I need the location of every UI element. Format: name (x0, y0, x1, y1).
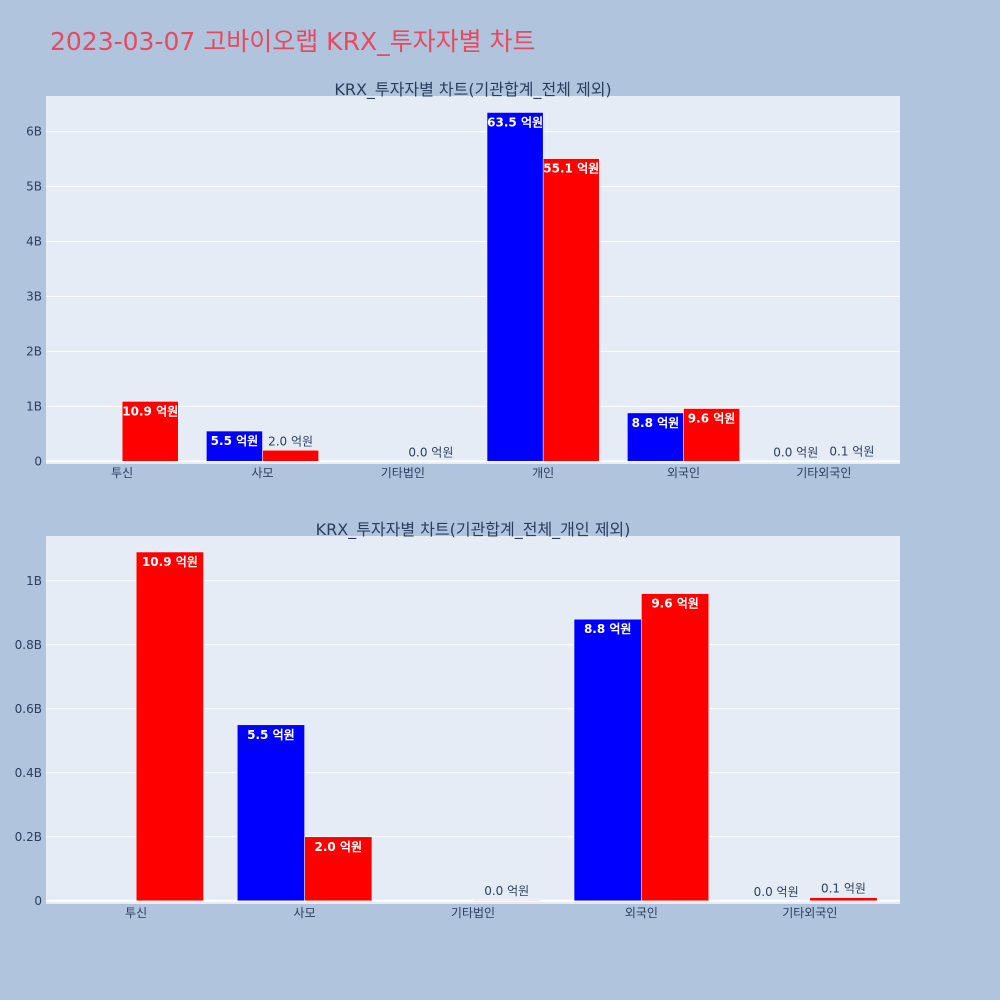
chart1-bar (262, 450, 319, 462)
chart2-data-label: 9.6 억원 (651, 597, 699, 611)
page-title: 2023-03-07 고바이오랩 KRX_투자자별 차트 (50, 27, 536, 56)
chart1-ytick-label: 5B (26, 180, 42, 194)
chart1-xtick-label: 기타법인 (381, 466, 425, 480)
chart2-bar (472, 899, 541, 902)
chart2-xtick-label: 투신 (125, 906, 147, 920)
chart1-data-label: 8.8 억원 (632, 416, 680, 430)
chart1-data-label: 0.0 억원 (408, 445, 453, 459)
chart1-xtick-label: 사모 (251, 466, 273, 480)
chart1-xtick-label: 개인 (532, 466, 554, 480)
chart1-data-label: 5.5 억원 (211, 434, 259, 448)
chart1-bar (542, 158, 600, 462)
chart1-data-label: 0.1 억원 (829, 445, 874, 459)
chart1-layer: 0 1B 2B 3B 4B 5B 6B 투신 사모 기타법인 개인 외국인 기타외국인 5.5 억원 63.… (26, 112, 900, 480)
chart2-bar (236, 724, 305, 902)
chart1-data-label: 63.5 억원 (487, 115, 543, 129)
chart1-data-label: 9.6 억원 (688, 412, 736, 426)
chart1-data-label: 10.9 억원 (122, 404, 178, 418)
chart2-ytick-label: 1B (26, 574, 42, 588)
chart2-data-label: 0.1 억원 (821, 882, 866, 896)
chart2-data-label: 8.8 억원 (584, 622, 632, 636)
chart2-bar (304, 836, 373, 902)
chart2-data-label: 5.5 억원 (247, 728, 295, 742)
chart1-bar (486, 112, 544, 462)
chart1-xtick-label: 기타외국인 (796, 466, 851, 480)
chart2-data-label: 0.0 억원 (484, 884, 529, 898)
chart1-data-label: 0.0 억원 (773, 445, 818, 459)
chart2-xtick-label: 기타법인 (451, 906, 495, 920)
chart1-bar (683, 408, 740, 462)
chart2-xtick-label: 외국인 (625, 906, 658, 920)
chart2-ytick-label: 0.4B (15, 766, 42, 780)
chart1-data-label: 2.0 억원 (268, 434, 313, 448)
chart1-ytick-label: 3B (26, 289, 42, 303)
chart1-ytick-label: 2B (26, 344, 42, 358)
chart1-data-label: 55.1 억원 (543, 162, 599, 176)
chart2-data-label: 10.9 억원 (142, 555, 198, 569)
chart2-ytick-label: 0 (34, 894, 42, 908)
chart1-bar (121, 401, 179, 462)
chart2-data-label: 2.0 억원 (315, 840, 363, 854)
chart2-ytick-label: 0.8B (15, 638, 42, 652)
chart1-bar (206, 430, 263, 462)
chart2-bar (641, 593, 710, 902)
chart2-ytick-label: 0.2B (15, 830, 42, 844)
chart2-layer: 0 0.2B 0.4B 0.6B 0.8B 1B 투신 사모 기타법인 외국인 기타외국인 5.5 억… (15, 551, 900, 920)
chart1-ytick-label: 0 (34, 454, 42, 468)
chart2-ytick-label: 0.6B (15, 702, 42, 716)
chart2-data-label: 0.0 억원 (754, 885, 799, 899)
chart2-xtick-label: 기타외국인 (782, 906, 837, 920)
chart1-bar (627, 412, 684, 462)
chart1-title: KRX_투자자별 차트(기관합계_전체 제외) (334, 80, 611, 100)
chart1-bar (823, 460, 881, 462)
chart1-plot-area (46, 96, 900, 464)
chart2-bar (135, 551, 204, 902)
chart2-bar (809, 897, 878, 902)
chart2-xtick-label: 사모 (294, 906, 316, 920)
chart2-bar (573, 618, 642, 902)
chart1-ytick-label: 1B (26, 399, 42, 413)
chart1-xtick-label: 투신 (111, 466, 133, 480)
chart1-xtick-label: 외국인 (667, 466, 700, 480)
chart2-title: KRX_투자자별 차트(기관합계_전체_개인 제외) (316, 520, 631, 540)
chart1-ytick-label: 6B (26, 125, 42, 139)
chart1-ytick-label: 4B (26, 235, 42, 249)
